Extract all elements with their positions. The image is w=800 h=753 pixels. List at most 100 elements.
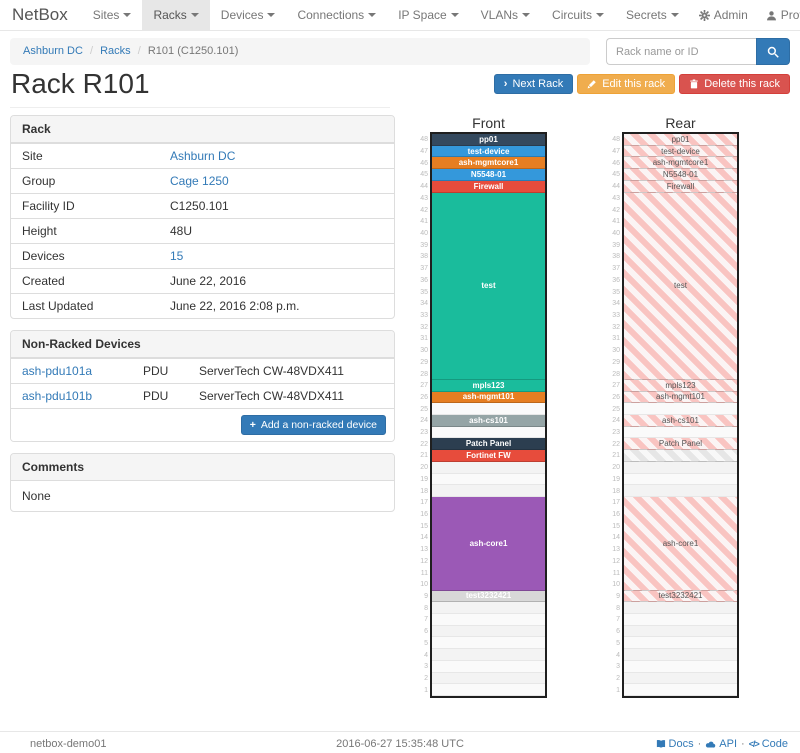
rack-device[interactable]: test3232421	[432, 590, 545, 603]
left-column: Rack Site Ashburn DC Group Cage 1250 Facil…	[10, 115, 395, 523]
edit-rack-button[interactable]: Edit this rack	[577, 74, 676, 94]
rear-rack: 48 47 46 45 44 43 42 41 40 39 38 37 36 35 34 33 32 31 30 29…	[612, 132, 739, 698]
unit-number-label: 27	[612, 382, 620, 390]
nav-item-label: Admin	[713, 8, 748, 22]
code-icon: </>	[748, 739, 760, 749]
navbar-right: Admin Profile Log out	[690, 0, 800, 30]
pencil-icon	[587, 79, 597, 89]
code-link[interactable]: </> Code	[749, 738, 788, 750]
rack-device[interactable]: mpls123	[432, 379, 545, 392]
link-label: Code	[761, 738, 788, 750]
field-value: June 22, 2016	[170, 274, 247, 288]
unit-number-label: 28	[612, 370, 620, 378]
table-row: ash-pdu101a PDU ServerTech CW-48VDX411	[11, 358, 394, 383]
group-link[interactable]: Cage 1250	[170, 174, 229, 188]
rack-device[interactable]: test-device	[624, 145, 737, 158]
unit-number-label: 30	[612, 347, 620, 355]
unit-number-label: 5	[424, 639, 428, 647]
field-label: Group	[22, 174, 56, 188]
unit-number-label: 1	[616, 686, 620, 694]
delete-rack-button[interactable]: Delete this rack	[679, 74, 790, 94]
rack-device[interactable]: test-device	[432, 145, 545, 158]
nav-item-label: Connections	[297, 8, 365, 22]
nav-item-admin[interactable]: Admin	[690, 0, 757, 30]
brand-logo[interactable]: NetBox	[12, 5, 68, 24]
rack-device[interactable]: Firewall	[432, 180, 545, 193]
unit-number-label: 21	[420, 452, 428, 460]
unit-number-label: 16	[612, 511, 620, 519]
rack-device[interactable]	[624, 450, 737, 462]
rack-device[interactable]: ash-core1	[624, 496, 737, 591]
nav-item-secrets[interactable]: Secrets	[615, 0, 690, 30]
rack-unit-slot	[432, 473, 545, 486]
rack-device[interactable]: test	[624, 192, 737, 380]
nav-item-profile[interactable]: Profile	[757, 0, 800, 30]
nav-item-devices[interactable]: Devices	[210, 0, 287, 30]
nav-item-circuits[interactable]: Circuits	[541, 0, 615, 30]
rack-device[interactable]: mpls123	[624, 379, 737, 392]
docs-link[interactable]: Docs	[656, 738, 694, 750]
rack-device[interactable]: Fortinet FW	[432, 450, 545, 462]
rack-device[interactable]: test3232421	[624, 590, 737, 603]
breadcrumb-separator: /	[89, 45, 94, 57]
unit-number-label: 4	[424, 651, 428, 659]
rack-device[interactable]: ash-core1	[432, 496, 545, 591]
title-divider	[10, 107, 390, 108]
unit-number-label: 14	[420, 534, 428, 542]
unit-number-label: 44	[612, 183, 620, 191]
nav-item-racks[interactable]: Racks	[142, 0, 210, 30]
comments-body: None	[22, 489, 51, 503]
breadcrumb-racks-link[interactable]: Racks	[100, 45, 131, 57]
rack-device[interactable]: Patch Panel	[624, 438, 737, 451]
gear-icon	[698, 9, 710, 21]
rack-device[interactable]: ash-mgmtcore1	[432, 157, 545, 170]
nav-item-vlans[interactable]: VLANs	[470, 0, 541, 30]
device-link[interactable]: ash-pdu101a	[22, 364, 93, 378]
comments-panel-title: Comments	[11, 454, 394, 481]
table-row: Group Cage 1250	[11, 168, 394, 193]
device-link[interactable]: ash-pdu101b	[22, 389, 93, 403]
unit-number-label: 20	[420, 464, 428, 472]
rack-device[interactable]: Firewall	[624, 180, 737, 193]
rack-device[interactable]: ash-mgmtcore1	[624, 157, 737, 170]
nav-item-ip-space[interactable]: IP Space	[387, 0, 469, 30]
next-rack-button[interactable]: › Next Rack	[493, 74, 574, 94]
breadcrumb-row: Ashburn DC / Racks / R101 (C1250.101)	[10, 38, 790, 65]
rack-device[interactable]: test	[432, 192, 545, 380]
field-label: Site	[22, 149, 43, 163]
unit-number-label: 10	[612, 581, 620, 589]
rack-device[interactable]: ash-cs101	[432, 415, 545, 427]
rack-device[interactable]: ash-cs101	[624, 415, 737, 427]
breadcrumb-site-link[interactable]: Ashburn DC	[23, 45, 83, 57]
rack-unit-slot	[432, 672, 545, 685]
rack-search-button[interactable]	[756, 38, 790, 65]
unit-number-label: 7	[616, 616, 620, 624]
unit-number-label: 15	[420, 522, 428, 530]
action-buttons: › Next Rack Edit this rack Delete this r…	[493, 74, 790, 94]
rack-device[interactable]: N5548-01	[432, 169, 545, 181]
plus-icon: +	[249, 419, 256, 431]
nav-item-connections[interactable]: Connections	[286, 0, 387, 30]
field-label: Created	[22, 274, 65, 288]
nav-item-sites[interactable]: Sites	[82, 0, 143, 30]
site-link[interactable]: Ashburn DC	[170, 149, 236, 163]
api-link[interactable]: API	[705, 738, 737, 750]
rack-unit-slot	[624, 485, 737, 497]
rack-device[interactable]: Patch Panel	[432, 438, 545, 451]
rack-device[interactable]: N5548-01	[624, 169, 737, 181]
rear-elevation-title: Rear	[665, 115, 696, 131]
search-icon	[767, 46, 779, 58]
rack-unit-slot	[432, 614, 545, 626]
add-non-racked-device-button[interactable]: + Add a non-racked device	[240, 415, 386, 435]
unit-number-label: 15	[612, 522, 620, 530]
front-rack: 48 47 46 45 44 43 42 41 40 39 38 37 36 35 34 33 32 31 30 29…	[420, 132, 547, 698]
unit-number-label: 26	[612, 393, 620, 401]
rack-device[interactable]: pp01	[432, 134, 545, 146]
devices-count-link[interactable]: 15	[170, 249, 184, 263]
rack-device[interactable]: ash-mgmt101	[624, 391, 737, 404]
rack-search-input[interactable]	[606, 38, 756, 65]
rack-device[interactable]: pp01	[624, 134, 737, 146]
rack-device[interactable]: ash-mgmt101	[432, 391, 545, 404]
unit-number-label: 25	[612, 405, 620, 413]
nav-item-label: VLANs	[480, 8, 519, 22]
